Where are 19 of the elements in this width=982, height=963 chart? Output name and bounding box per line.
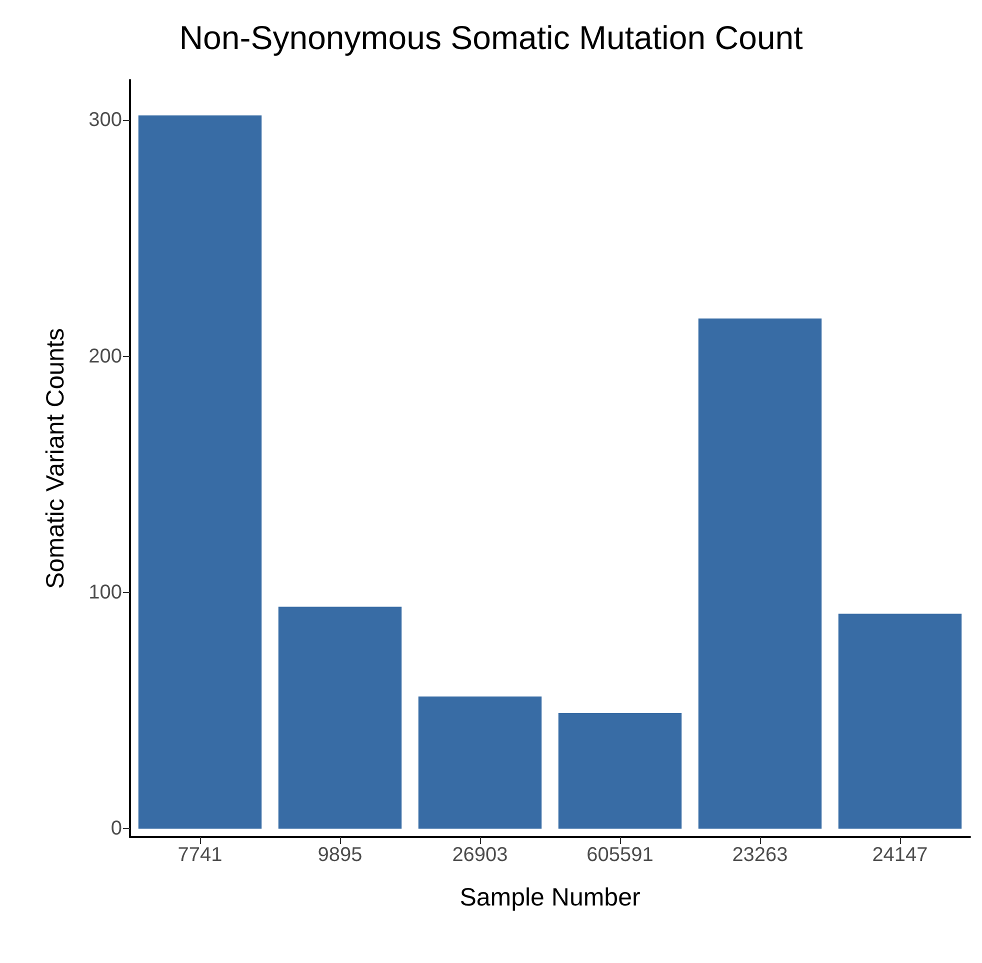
x-tick-label: 7741 bbox=[178, 844, 222, 866]
bar bbox=[138, 115, 262, 829]
y-tick-label: 100 bbox=[88, 582, 122, 604]
bar bbox=[418, 696, 542, 829]
x-axis-title: Sample Number bbox=[460, 884, 640, 912]
x-tick-label: 605591 bbox=[586, 844, 654, 866]
y-tick-label: 0 bbox=[110, 818, 122, 840]
y-tick-label: 200 bbox=[88, 345, 122, 368]
bar bbox=[698, 318, 822, 829]
chart-title: Non-Synonymous Somatic Mutation Count bbox=[179, 19, 803, 56]
y-axis-title: Somatic Variant Counts bbox=[42, 328, 70, 589]
bar bbox=[838, 614, 962, 829]
x-tick-label: 9895 bbox=[318, 844, 362, 866]
y-tick-label: 300 bbox=[88, 109, 122, 132]
bar bbox=[278, 606, 402, 829]
x-tick-label: 24147 bbox=[872, 844, 928, 866]
x-tick-label: 23263 bbox=[732, 844, 788, 866]
x-tick-label: 26903 bbox=[452, 844, 508, 866]
bar bbox=[558, 713, 682, 829]
